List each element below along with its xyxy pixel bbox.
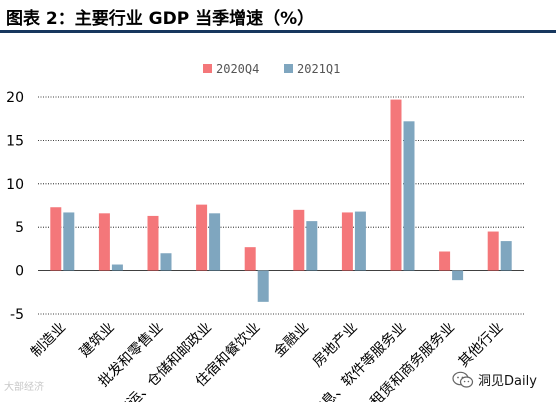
- legend-swatch-2020q4: [203, 64, 212, 73]
- y-tick-label: 10: [6, 177, 24, 193]
- bar-2020q4-5: [293, 209, 305, 271]
- bar-2021q1-2: [160, 253, 172, 271]
- bar-2021q1-0: [63, 212, 75, 271]
- legend-swatch-2021q1: [284, 64, 293, 73]
- y-tick-label: 15: [6, 133, 24, 149]
- bar-2021q1-8: [452, 270, 464, 281]
- bar-2021q1-7: [403, 121, 415, 271]
- bar-2020q4-6: [341, 212, 353, 271]
- bar-2021q1-3: [209, 213, 221, 271]
- y-tick-label: -5: [10, 307, 24, 323]
- bar-2020q4-8: [439, 251, 451, 271]
- x-tick-label: 租赁和商务服务业: [367, 320, 458, 402]
- legend-label-2020q4: 2020Q4: [216, 62, 259, 76]
- bar-2020q4-9: [487, 231, 499, 271]
- x-tick-label: 建筑业: [77, 320, 118, 361]
- brand-badge: 洞见Daily: [452, 370, 537, 389]
- x-tick-label: 房地产业: [310, 320, 361, 371]
- x-tick-label: 其他行业: [456, 320, 507, 371]
- title-rule: [0, 30, 556, 33]
- bar-2021q1-9: [500, 241, 512, 271]
- x-tick-label: 制造业: [28, 320, 69, 361]
- gridlines: [38, 96, 524, 315]
- bar-2020q4-2: [147, 215, 159, 271]
- bar-2021q1-1: [111, 264, 123, 271]
- bar-2020q4-4: [244, 247, 256, 271]
- bar-2021q1-6: [354, 211, 366, 271]
- bar-2020q4-1: [98, 213, 110, 271]
- bar-2020q4-3: [196, 204, 208, 271]
- bar-2020q4-0: [50, 207, 62, 271]
- legend-label-2021q1: 2021Q1: [297, 62, 340, 76]
- brand-label: 洞见Daily: [478, 374, 537, 389]
- wechat-icon: [452, 371, 474, 388]
- bar-chart: 2020Q4 2021Q1 -5 0 5 10 15 20 制造业 建筑业批发和零售业交运、…: [6, 62, 524, 402]
- chart-title: 图表 2：主要行业 GDP 当季增速（%）: [6, 9, 315, 29]
- bars: [50, 99, 512, 302]
- y-axis-ticks: -5 0 5 10 15 20: [6, 90, 24, 323]
- watermark: 大部经济: [4, 382, 44, 393]
- y-tick-label: 5: [15, 220, 24, 236]
- y-tick-label: 0: [15, 264, 24, 280]
- y-tick-label: 20: [6, 90, 24, 106]
- bar-2021q1-5: [306, 221, 318, 271]
- bar-2021q1-4: [257, 270, 269, 302]
- bar-2020q4-7: [390, 99, 402, 271]
- x-tick-label: 金融业: [271, 320, 312, 361]
- legend: 2020Q4 2021Q1: [203, 62, 340, 76]
